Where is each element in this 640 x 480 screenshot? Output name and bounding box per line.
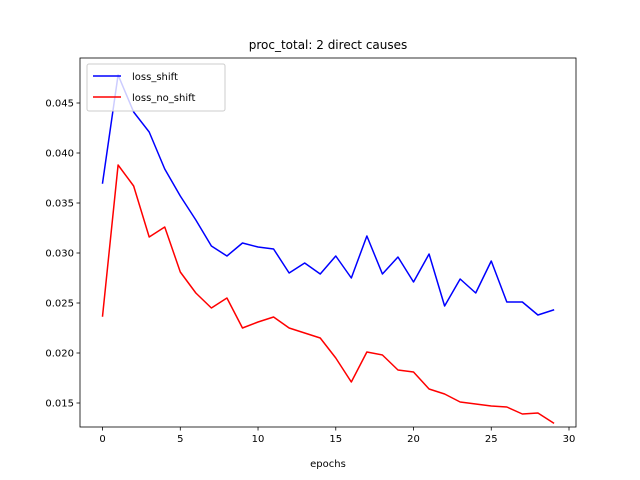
x-tick-label: 5: [177, 434, 183, 445]
x-tick-label: 0: [99, 434, 105, 445]
x-tick-label: 10: [252, 434, 265, 445]
y-tick-label: 0.035: [45, 199, 74, 210]
legend-label-loss-shift: loss_shift: [132, 72, 178, 83]
chart-title: proc_total: 2 direct causes: [249, 38, 408, 52]
x-tick-label: 20: [407, 434, 420, 445]
y-tick-label: 0.040: [45, 149, 74, 160]
legend-label-loss-no-shift: loss_no_shift: [132, 93, 195, 104]
series-line-loss-shift: [101, 74, 555, 316]
series-line-loss-no-shift: [101, 164, 555, 425]
x-tick-label: 25: [485, 434, 498, 445]
y-tick-label: 0.030: [45, 249, 74, 260]
legend-frame: [86, 63, 226, 112]
y-tick-label: 0.025: [45, 299, 74, 310]
legend: loss_shift loss_no_shift: [86, 63, 226, 112]
axes-frame: [79, 57, 577, 428]
x-tick-label: 15: [329, 434, 342, 445]
y-tick-label: 0.020: [45, 349, 74, 360]
y-tick-label: 0.045: [45, 99, 74, 110]
plot-area: 0 5 10 15 20 25 30 0.015 0.020 0.025 0.030 0.035 0.0…: [45, 57, 577, 445]
x-tick-label: 30: [563, 434, 576, 445]
x-axis-label: epochs: [310, 459, 346, 470]
y-tick-label: 0.015: [45, 399, 74, 410]
